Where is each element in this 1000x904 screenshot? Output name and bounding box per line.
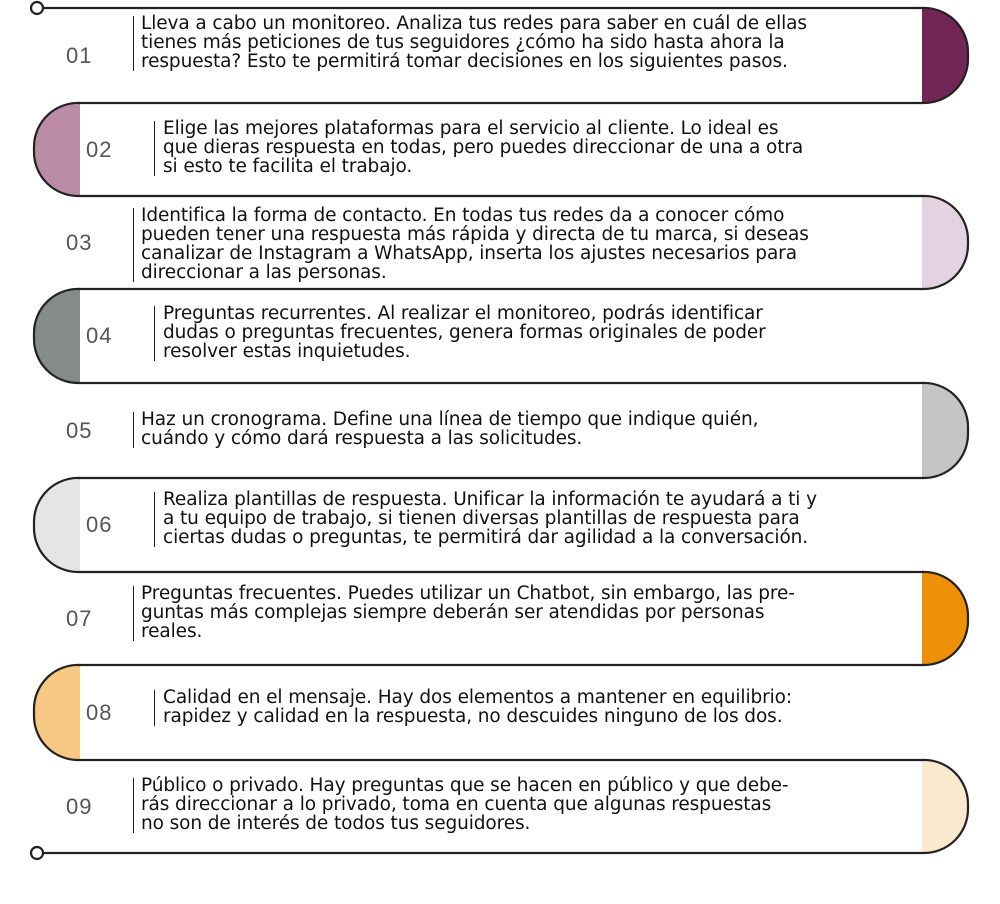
- step-text: Preguntas recurrentes. Al realizar el mo…: [163, 303, 766, 362]
- step-number: 08: [86, 699, 113, 725]
- step-02: 02 Elige las mejores plataformas para el…: [0, 103, 1000, 196]
- color-tab-01: [922, 8, 968, 103]
- step-number: 07: [66, 605, 93, 631]
- step-number: 06: [86, 512, 113, 537]
- step-text: Elige las mejores plataformas para el se…: [163, 118, 804, 177]
- connector-curve-02: [32, 101, 81, 198]
- step-text: Lleva a cabo un monitoreo. Analiza tus r…: [141, 13, 807, 72]
- color-tab-02: [34, 103, 80, 196]
- step-text: Público o privado. Hay preguntas que se …: [141, 775, 789, 834]
- step-text: Calidad en el mensaje. Hay dos elementos…: [163, 687, 793, 727]
- separator-line: [133, 778, 134, 833]
- color-tab-06: [34, 478, 80, 572]
- connector-lines: [29, 0, 970, 861]
- step-06: 06 Realiza plantillas de respuesta. Unif…: [0, 478, 1000, 572]
- separator-line: [154, 492, 155, 547]
- step-text: Preguntas frecuentes. Puedes utilizar un…: [141, 583, 795, 642]
- step-number: 03: [66, 229, 93, 255]
- connector-curve-08: [32, 663, 81, 762]
- step-08: 08 Calidad en el mensaje. Hay dos elemen…: [0, 665, 1000, 760]
- color-tab-09: [922, 760, 968, 853]
- step-number: 02: [86, 136, 113, 162]
- step-number: 01: [66, 42, 93, 68]
- color-tab-05: [922, 383, 968, 478]
- step-text: Haz un cronograma. Define una línea de t…: [141, 409, 759, 449]
- color-tabs: [34, 8, 968, 853]
- step-07: 07 Preguntas frecuentes. Puedes utilizar…: [0, 572, 1000, 665]
- separator-line: [154, 306, 155, 361]
- color-tab-07: [922, 572, 968, 665]
- step-09: 09 Público o privado. Hay preguntas que …: [0, 760, 1000, 853]
- step-text: Realiza plantillas de respuesta. Unifica…: [163, 489, 817, 548]
- step-03: 03 Identifica la forma de contacto. En t…: [0, 196, 1000, 289]
- separator-line: [133, 412, 134, 448]
- connector-curve-04: [32, 287, 81, 385]
- separator-line: [154, 121, 155, 176]
- connector-curve-09: [921, 758, 970, 855]
- separator-line: [133, 16, 134, 71]
- step-number: 09: [66, 793, 93, 819]
- step-04: 04 Preguntas recurrentes. Al realizar el…: [0, 289, 1000, 383]
- end-dot: [29, 845, 45, 861]
- connector-curve-01: [921, 6, 970, 105]
- color-tab-04: [34, 289, 80, 383]
- step-01: 01 Lleva a cabo un monitoreo. Analiza tu…: [0, 8, 1000, 103]
- connector-curve-07: [921, 570, 970, 667]
- separator-line: [154, 690, 155, 726]
- connector-curve-03: [921, 194, 970, 291]
- step-text: Identifica la forma de contacto. En toda…: [141, 205, 809, 283]
- separator-line: [133, 586, 134, 641]
- connector-curve-05: [921, 381, 970, 480]
- step-05: 05 Haz un cronograma. Define una línea d…: [0, 383, 1000, 478]
- start-dot: [29, 0, 45, 16]
- connector-curve-06: [32, 476, 81, 574]
- separator-line: [133, 208, 134, 282]
- color-tab-08: [34, 665, 80, 760]
- step-number: 05: [66, 417, 93, 443]
- color-tab-03: [922, 196, 968, 289]
- step-number: 04: [86, 323, 113, 348]
